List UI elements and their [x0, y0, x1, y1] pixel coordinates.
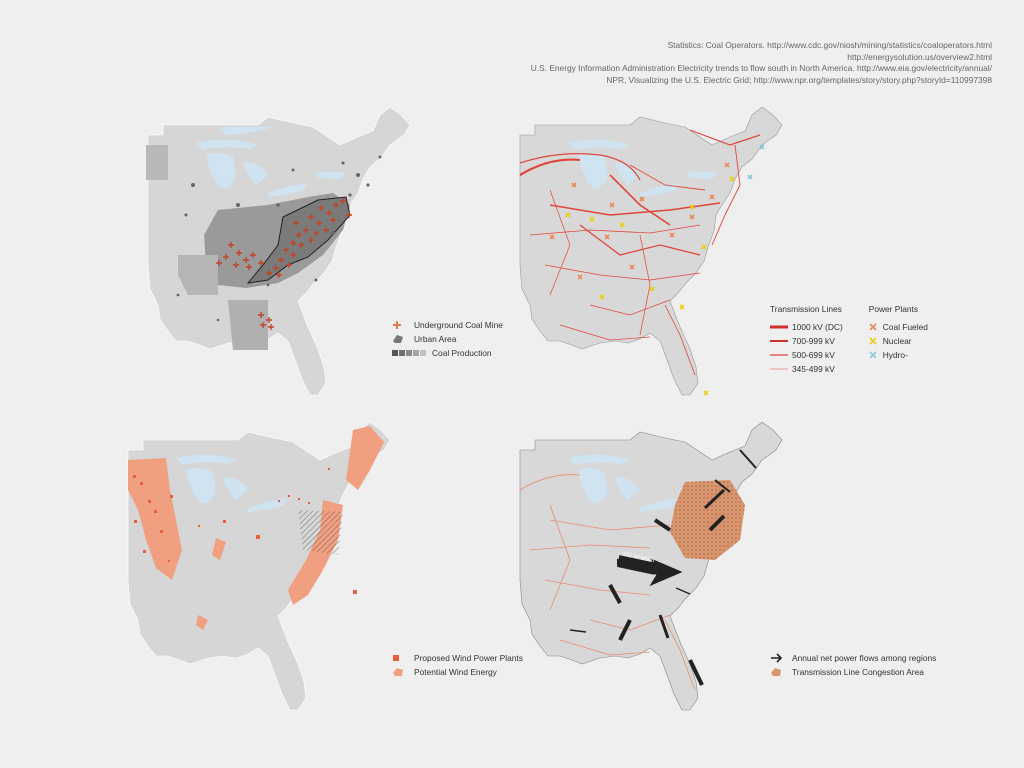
legend-label: Annual net power flows among regions — [792, 653, 937, 663]
legend-label: Underground Coal Mine — [414, 320, 503, 330]
lake-michigan — [578, 467, 608, 504]
grid-legend: Transmission Lines 1000 kV (DC) 700-999 … — [770, 304, 928, 376]
lake-huron — [243, 162, 268, 185]
sources-block: Statistics: Coal Operators. http://www.c… — [531, 40, 992, 86]
plus-icon — [392, 320, 414, 330]
wind-map-panel — [98, 420, 398, 720]
legend-row: Underground Coal Mine — [392, 318, 503, 332]
legend-label: Coal Production — [432, 348, 492, 358]
line-swatch — [770, 325, 792, 329]
source-line: NPR, Visualizing the U.S. Electric Grid;… — [606, 74, 992, 85]
alabama-region — [228, 300, 268, 350]
coal-mine-cluster — [216, 198, 352, 330]
flows-legend: Annual net power flows among regions Tra… — [770, 651, 936, 679]
legend-label: Nuclear — [882, 336, 912, 346]
lake-erie — [640, 183, 680, 197]
transmission-legend: Transmission Lines 1000 kV (DC) 700-999 … — [770, 304, 843, 376]
coal-map — [146, 106, 411, 396]
legend-header: Transmission Lines — [770, 304, 842, 314]
lake-superior — [568, 454, 630, 465]
source-line: U.S. Energy Information Administration E… — [530, 63, 992, 73]
lake-huron — [223, 477, 248, 500]
source-line: http://energysolution.us/overview2.html — [847, 51, 992, 62]
urban-area-markers — [176, 155, 382, 322]
lake-erie — [268, 183, 308, 197]
lake-michigan — [578, 152, 608, 189]
coal-production-ramp-icon — [392, 349, 432, 357]
arrow-icon — [770, 653, 792, 663]
grid-map — [519, 106, 783, 396]
coal-map-panel — [118, 105, 418, 405]
legend-label: Coal Fueled — [882, 322, 928, 332]
legend-label: 700-999 kV — [792, 336, 835, 346]
power-plants-legend: Power Plants Coal Fueled Nuclear Hydro- — [869, 304, 928, 376]
flows-map — [519, 421, 783, 711]
lake-michigan — [206, 152, 236, 189]
line-swatch — [770, 367, 792, 371]
x-icon — [869, 323, 883, 331]
lake-michigan — [186, 467, 216, 504]
legend-row: Proposed Wind Power Plants — [392, 651, 523, 665]
coal-mine-markers — [216, 198, 352, 330]
grid-map-panel — [490, 105, 790, 405]
blob-icon — [392, 667, 414, 677]
urban-area-icon — [392, 334, 414, 344]
congestion-texture — [670, 480, 745, 560]
legend-row: Potential Wind Energy — [392, 665, 523, 679]
hatched-region — [298, 510, 343, 555]
legend-label: Urban Area — [414, 334, 457, 344]
canada-lake — [218, 127, 273, 135]
coal-region-mid — [178, 255, 218, 295]
legend-label: 500-699 kV — [792, 350, 835, 360]
legend-row: Transmission Line Congestion Area — [770, 665, 936, 679]
blob-icon — [770, 667, 792, 677]
land-shape — [519, 106, 783, 396]
legend-label: Transmission Line Congestion Area — [792, 667, 924, 677]
legend-row: Annual net power flows among regions — [770, 651, 936, 665]
transmission-lines — [519, 474, 696, 691]
legend-label: Potential Wind Energy — [414, 667, 497, 677]
wind-legend: Proposed Wind Power Plants Potential Win… — [392, 651, 523, 679]
x-icon — [869, 337, 883, 345]
power-plant-markers — [549, 144, 765, 396]
source-line: Statistics: Coal Operators. http://www.c… — [667, 40, 992, 50]
x-icon — [869, 351, 883, 359]
lake-erie — [640, 498, 680, 512]
minnesota-region — [146, 145, 168, 180]
transmission-lines — [519, 129, 761, 376]
wind-map — [127, 421, 391, 711]
legend-row: Urban Area — [392, 332, 503, 346]
lake-huron — [615, 162, 640, 185]
square-icon — [392, 654, 414, 662]
legend-label: Hydro- — [882, 350, 908, 360]
lake-ontario — [688, 171, 718, 179]
line-swatch — [770, 353, 792, 357]
legend-label: 1000 kV (DC) — [792, 322, 843, 332]
legend-header: Power Plants — [868, 304, 919, 314]
flows-map-panel: 102 M MWh — [490, 420, 790, 720]
line-swatch — [770, 339, 792, 343]
proposed-wind-plants — [133, 468, 357, 594]
lake-superior — [568, 139, 630, 150]
legend-label: 345-499 kV — [792, 364, 835, 374]
lake-superior — [196, 139, 258, 150]
lake-superior — [176, 454, 238, 465]
legend-label: Proposed Wind Power Plants — [414, 653, 523, 663]
lake-huron — [615, 477, 640, 500]
legend-row: Coal Production — [392, 346, 503, 360]
coal-legend: Underground Coal Mine Urban Area Coal Pr… — [392, 318, 503, 360]
appalachia-outline — [246, 196, 351, 284]
lake-ontario — [316, 171, 346, 179]
flow-label-tag — [616, 555, 657, 575]
